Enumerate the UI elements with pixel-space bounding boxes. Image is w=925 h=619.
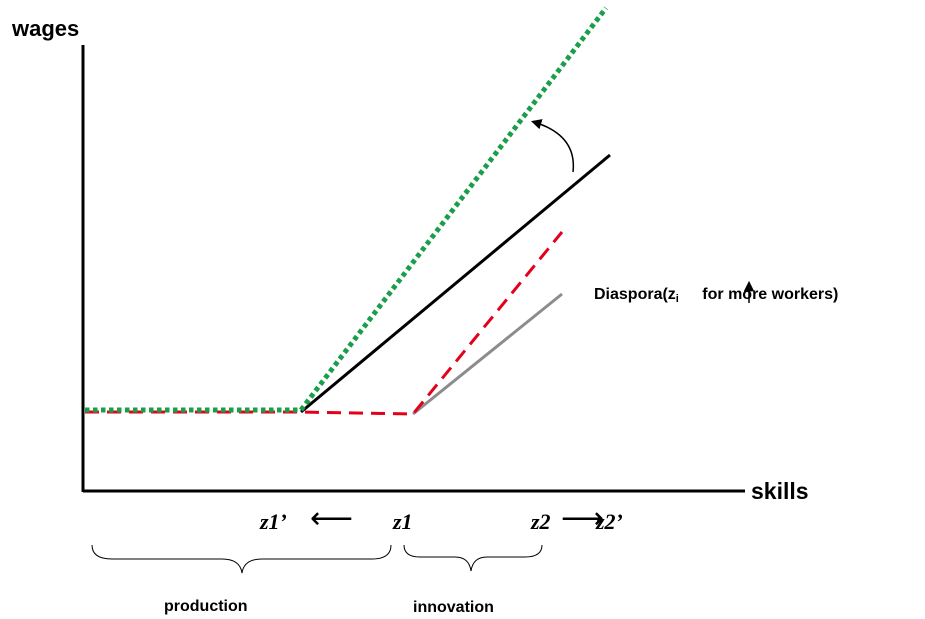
production-label: production <box>164 598 248 615</box>
gray-wage-line <box>412 292 563 416</box>
right-arrow: ⟶ <box>561 501 604 536</box>
z2-prime-label: z2’ <box>595 509 623 534</box>
z1-label: z1 <box>392 509 413 534</box>
subscript-i: i <box>676 293 679 305</box>
diaspora-annotation: Diaspora(zi for more workers) <box>594 286 838 305</box>
innovation-brace <box>403 544 543 572</box>
red-dashed-wage-line <box>85 231 564 416</box>
y-axis-label: wages <box>11 16 79 41</box>
green-dotted-wage-line <box>85 6 608 413</box>
innovation-label: innovation <box>413 599 494 616</box>
z1-prime-label: z1’ <box>259 509 287 534</box>
x-axis-label: skills <box>751 478 809 504</box>
z2-label: z2 <box>530 509 551 534</box>
rotation-arrow <box>530 119 575 173</box>
black-wage-line <box>300 153 611 414</box>
production-brace <box>91 544 392 574</box>
left-arrow: ⟵ <box>310 501 353 536</box>
